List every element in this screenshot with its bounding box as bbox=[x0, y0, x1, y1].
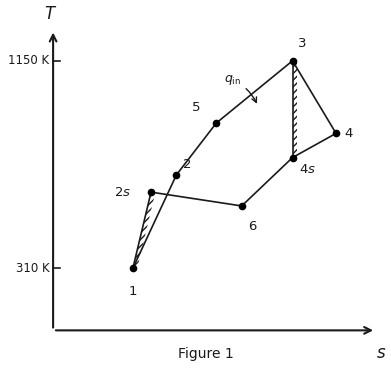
Text: 2$s$: 2$s$ bbox=[114, 186, 131, 199]
Text: 3: 3 bbox=[298, 37, 307, 50]
Text: T: T bbox=[45, 5, 54, 23]
Text: 5: 5 bbox=[192, 101, 200, 114]
Text: 310 K: 310 K bbox=[16, 262, 50, 275]
Text: 4$s$: 4$s$ bbox=[299, 163, 316, 176]
Text: 6: 6 bbox=[248, 220, 256, 233]
Text: 1: 1 bbox=[129, 285, 137, 299]
Text: 4: 4 bbox=[344, 127, 352, 140]
Text: $q_\mathrm{in}$: $q_\mathrm{in}$ bbox=[224, 73, 256, 102]
Text: Figure 1: Figure 1 bbox=[178, 347, 233, 361]
Text: 2: 2 bbox=[183, 158, 192, 171]
Text: s: s bbox=[377, 344, 385, 362]
Text: 1150 K: 1150 K bbox=[8, 54, 50, 67]
